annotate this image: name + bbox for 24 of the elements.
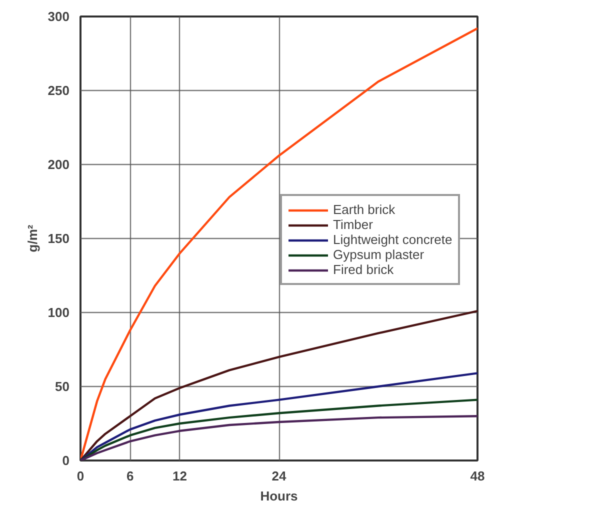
legend-label: Lightweight concrete xyxy=(333,232,452,247)
x-tick-label: 48 xyxy=(470,468,485,484)
line-series xyxy=(80,415,478,460)
x-tick-label: 0 xyxy=(76,468,84,484)
x-tick-label: 12 xyxy=(172,468,187,484)
x-tick-label: 24 xyxy=(272,468,287,484)
line-series xyxy=(80,27,478,460)
y-tick-label: 300 xyxy=(48,9,70,24)
legend-label: Timber xyxy=(333,217,373,232)
y-tick-label: 150 xyxy=(48,231,70,246)
y-tick-label: 50 xyxy=(55,379,70,394)
line-series xyxy=(80,310,478,460)
y-tick-label: 0 xyxy=(62,453,70,468)
x-axis-title: Hours xyxy=(260,488,298,504)
y-tick-label: 250 xyxy=(48,83,70,98)
legend-label: Fired brick xyxy=(333,262,394,277)
line-series xyxy=(80,398,478,460)
y-axis-title: g/m² xyxy=(24,224,40,252)
y-tick-label: 200 xyxy=(48,157,70,172)
legend-label: Gypsum plaster xyxy=(333,247,424,262)
legend-label: Earth brick xyxy=(333,202,396,217)
y-tick-label: 100 xyxy=(48,305,70,320)
line-series xyxy=(80,372,478,460)
x-tick-label: 6 xyxy=(126,468,134,484)
